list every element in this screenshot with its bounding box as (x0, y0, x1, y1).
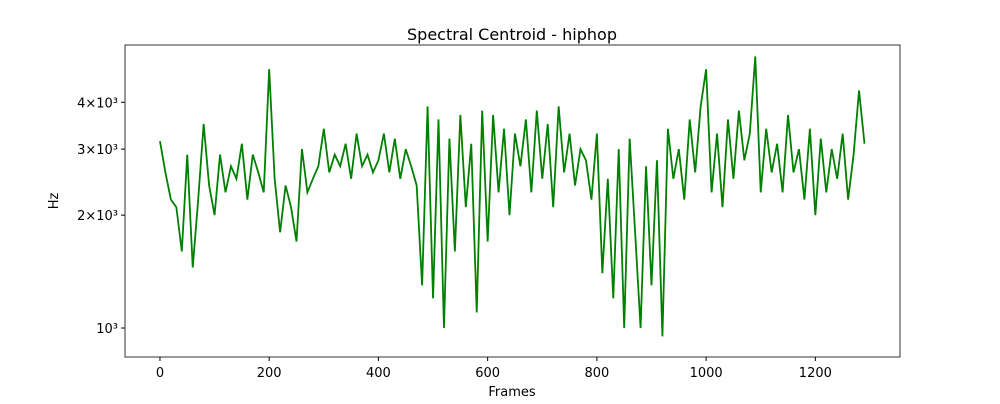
chart-title: Spectral Centroid - hiphop (407, 25, 617, 44)
data-line (159, 56, 866, 337)
y-tick-label: 4×10³ (77, 96, 118, 111)
y-tick-label: 10³ (96, 322, 118, 337)
x-tick-label: 1200 (799, 366, 832, 381)
x-tick-label: 0 (156, 366, 164, 381)
x-tick-label: 200 (257, 366, 282, 381)
x-tick-label: 1000 (690, 366, 723, 381)
y-tick-label: 2×10³ (77, 209, 118, 224)
y-axis-label: Hz (47, 193, 62, 210)
x-tick-label: 800 (584, 366, 609, 381)
x-tick-label: 600 (475, 366, 500, 381)
y-tick-label: 3×10³ (77, 143, 118, 158)
plot-frame (124, 44, 901, 358)
x-axis-label: Frames (488, 385, 536, 400)
x-tick-label: 400 (366, 366, 391, 381)
